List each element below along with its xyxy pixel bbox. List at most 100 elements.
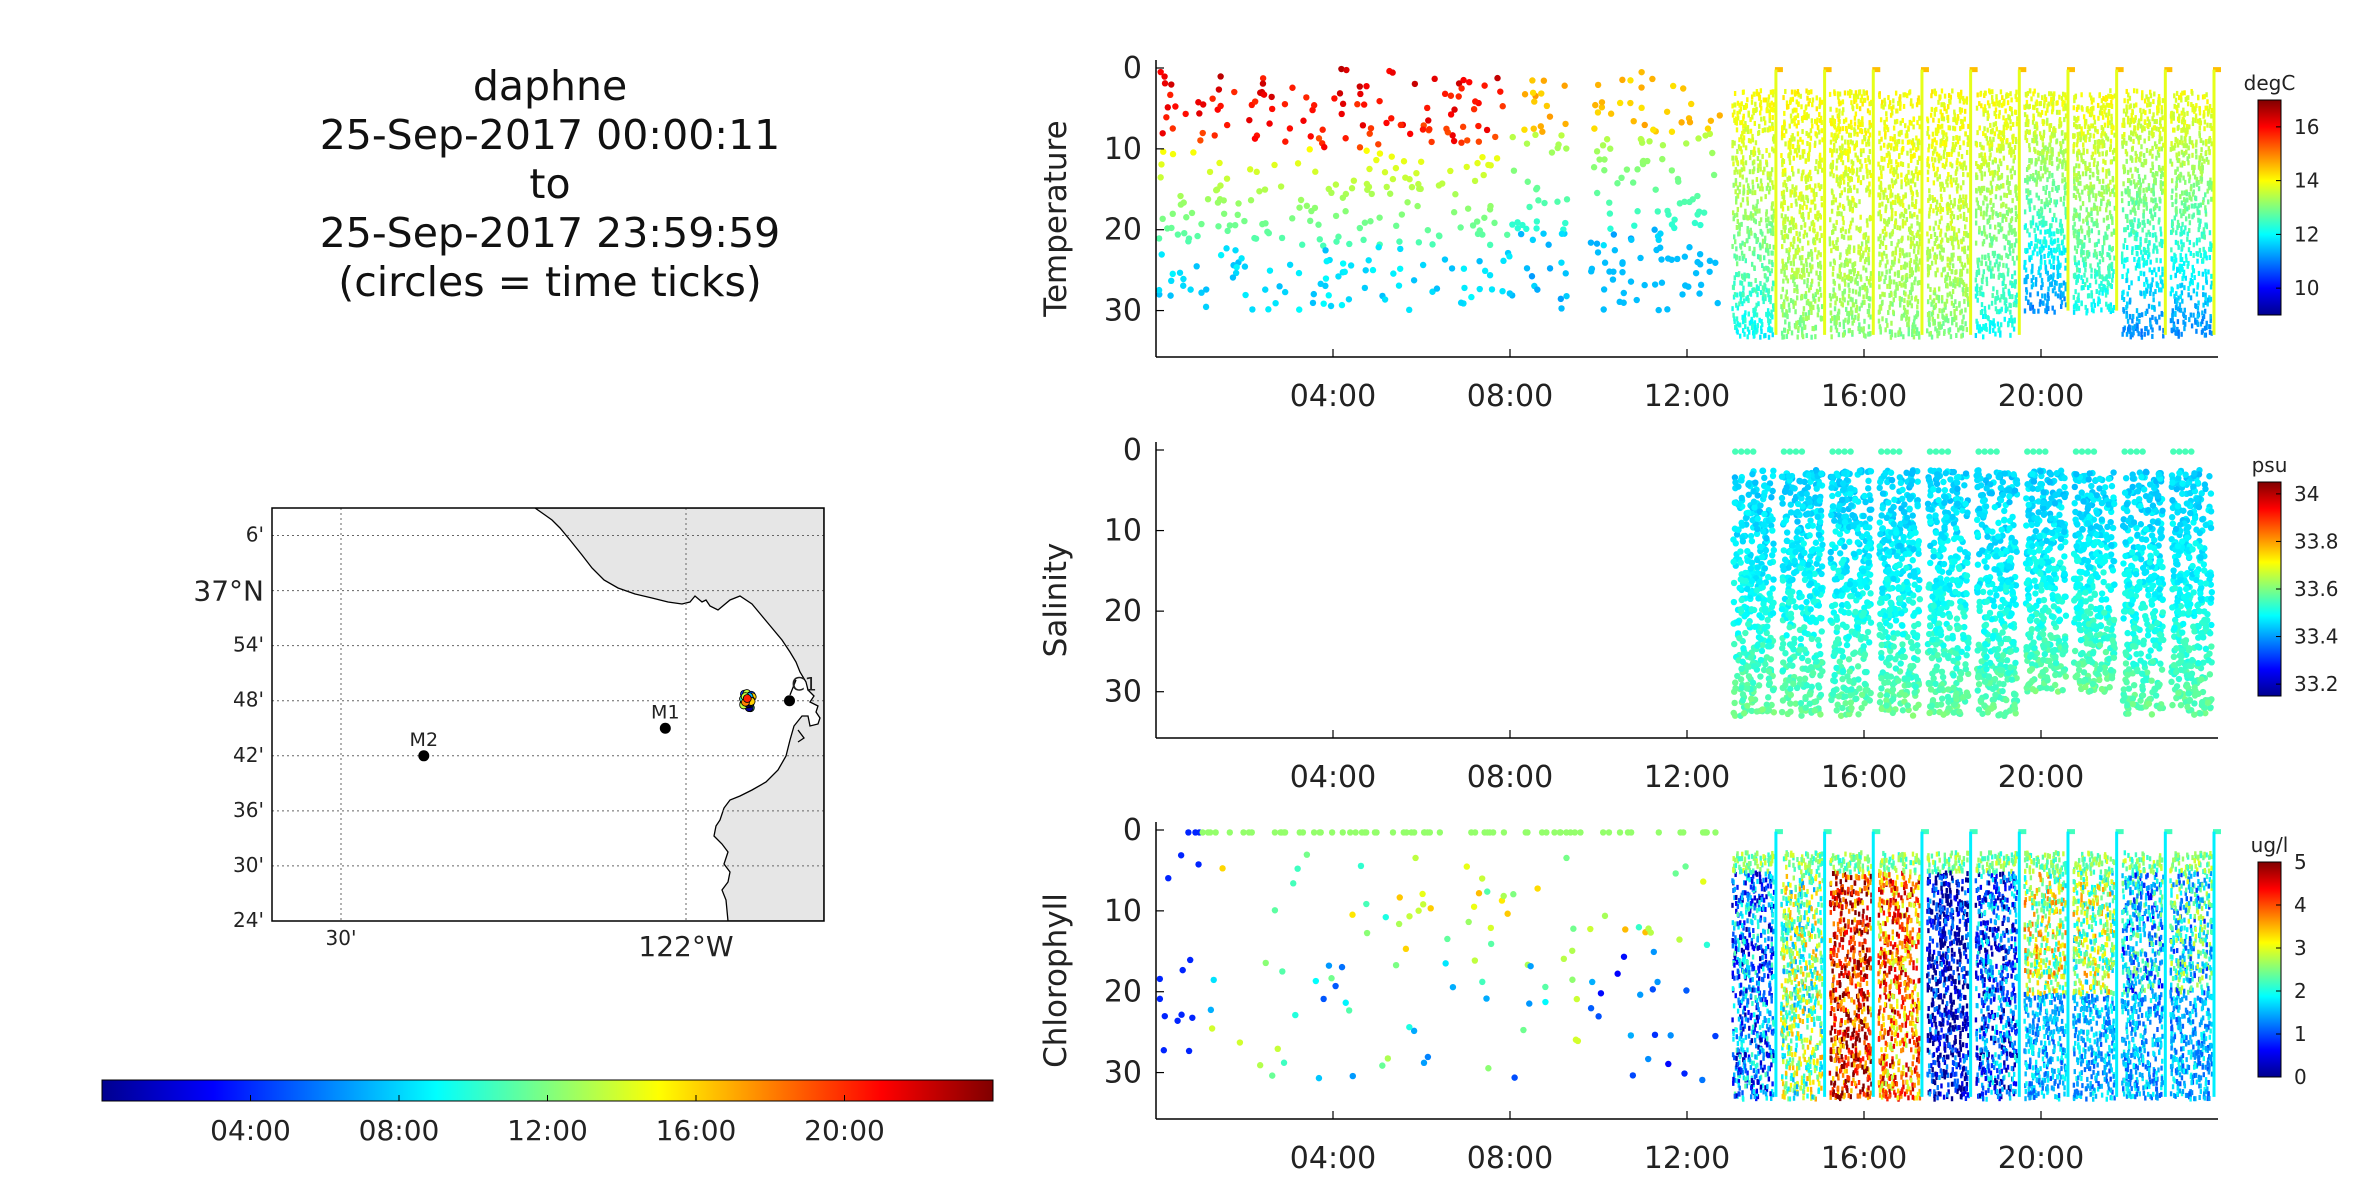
data-point bbox=[1532, 131, 1539, 139]
data-point bbox=[1926, 116, 1929, 122]
data-point bbox=[1448, 265, 1456, 272]
data-point bbox=[1992, 136, 1995, 142]
data-point bbox=[1890, 213, 1894, 219]
data-point bbox=[2084, 282, 2087, 288]
data-point bbox=[1747, 329, 1751, 335]
data-point bbox=[1366, 130, 1373, 137]
map-lat-label: 48' bbox=[233, 688, 264, 712]
data-point bbox=[1897, 330, 1900, 336]
data-point bbox=[1593, 148, 1601, 155]
data-point bbox=[1247, 197, 1255, 204]
data-point bbox=[1946, 283, 1949, 289]
data-point bbox=[1831, 271, 1835, 277]
data-point bbox=[1738, 189, 1741, 195]
data-point bbox=[1458, 85, 1465, 92]
data-point bbox=[1941, 162, 1945, 168]
data-point bbox=[2078, 131, 2081, 137]
data-point bbox=[2084, 256, 2087, 262]
data-point bbox=[2063, 117, 2066, 123]
data-point bbox=[2105, 202, 2109, 208]
data-point bbox=[2101, 167, 2105, 173]
data-point bbox=[1746, 125, 1750, 131]
data-point bbox=[1905, 262, 1909, 268]
data-point bbox=[2080, 249, 2083, 255]
data-point bbox=[1783, 110, 1786, 116]
data-point bbox=[1867, 324, 1871, 330]
data-point bbox=[1523, 265, 1531, 272]
data-point bbox=[2060, 130, 2064, 136]
data-point bbox=[1381, 169, 1389, 176]
data-point bbox=[1888, 268, 1891, 274]
data-point bbox=[1907, 331, 1910, 337]
data-point bbox=[1911, 191, 1915, 197]
data-point bbox=[1276, 283, 1283, 290]
data-point bbox=[2129, 209, 2132, 215]
data-point bbox=[1862, 175, 1865, 181]
data-point bbox=[1953, 277, 1957, 283]
data-point bbox=[1931, 197, 1935, 203]
data-point bbox=[2076, 132, 2079, 138]
data-point bbox=[1213, 186, 1220, 194]
data-point bbox=[2095, 271, 2098, 277]
data-point bbox=[1753, 251, 1756, 257]
data-point bbox=[2045, 200, 2049, 206]
data-point bbox=[1899, 199, 1902, 205]
data-point bbox=[1963, 108, 1967, 114]
data-point bbox=[1706, 257, 1714, 265]
data-point bbox=[2131, 173, 2134, 179]
data-point bbox=[1918, 155, 1921, 161]
data-point bbox=[1426, 126, 1433, 133]
data-point bbox=[1743, 241, 1747, 247]
data-point bbox=[1534, 286, 1541, 293]
data-point bbox=[1816, 312, 1820, 318]
data-point bbox=[1786, 216, 1790, 222]
data-point bbox=[2157, 219, 2161, 225]
data-point bbox=[2082, 250, 2085, 256]
data-point bbox=[1747, 215, 1751, 221]
data-point bbox=[1311, 204, 1319, 212]
data-point bbox=[1634, 166, 1641, 173]
data-point bbox=[2006, 175, 2009, 181]
data-point bbox=[1733, 319, 1736, 325]
data-point bbox=[1932, 117, 1935, 123]
data-point bbox=[2076, 188, 2080, 194]
data-point bbox=[1737, 322, 1741, 328]
data-point bbox=[1990, 95, 1994, 101]
data-point bbox=[1963, 298, 1966, 304]
data-point bbox=[1911, 286, 1914, 292]
data-point bbox=[1965, 217, 1968, 223]
data-point bbox=[2011, 198, 2014, 204]
data-point bbox=[1883, 156, 1886, 162]
data-point bbox=[1897, 100, 1900, 106]
data-point bbox=[1964, 321, 1967, 327]
data-point bbox=[2011, 134, 2014, 140]
data-point bbox=[2000, 102, 2004, 108]
data-point bbox=[1736, 193, 1740, 199]
data-point bbox=[1794, 324, 1798, 330]
data-point bbox=[2072, 148, 2075, 154]
data-point bbox=[1926, 169, 1930, 175]
data-point bbox=[2073, 255, 2077, 261]
data-point bbox=[1782, 278, 1785, 284]
data-point bbox=[1195, 99, 1202, 106]
data-point bbox=[2157, 266, 2160, 272]
data-point bbox=[1882, 250, 1886, 256]
data-point bbox=[2050, 131, 2054, 137]
time-colorbar-tick-label: 08:00 bbox=[359, 1114, 440, 1147]
data-point bbox=[1820, 128, 1823, 134]
data-point bbox=[2003, 213, 2006, 219]
data-point bbox=[1950, 252, 1953, 258]
data-point bbox=[1335, 273, 1342, 280]
data-point bbox=[1759, 105, 1763, 111]
data-point bbox=[1744, 211, 1747, 217]
data-point bbox=[1836, 273, 1840, 279]
data-point bbox=[1843, 90, 1847, 96]
data-point bbox=[1460, 265, 1468, 272]
data-point bbox=[1217, 102, 1224, 110]
data-point bbox=[1898, 252, 1902, 258]
data-point bbox=[1953, 201, 1956, 207]
data-point bbox=[1788, 247, 1791, 253]
data-point bbox=[1770, 107, 1773, 113]
data-point bbox=[1884, 124, 1887, 130]
data-point bbox=[1169, 270, 1176, 278]
